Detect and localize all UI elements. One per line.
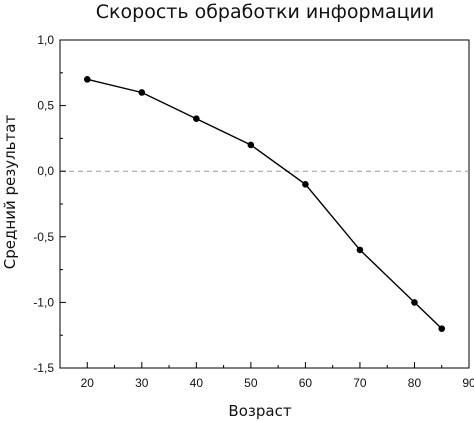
- y-tick-label: 0,0: [37, 164, 54, 178]
- x-tick-label: 40: [190, 376, 204, 390]
- x-tick-label: 30: [135, 376, 149, 390]
- data-point: [83, 76, 91, 83]
- data-point: [302, 181, 309, 188]
- x-axis-label: Возраст: [228, 402, 291, 420]
- data-point: [193, 115, 200, 123]
- plot-frame: [59, 39, 470, 369]
- x-tick-label: 50: [244, 376, 258, 390]
- x-axis: 20 30 40 50 60 70 80 90: [59, 362, 474, 390]
- data-point: [247, 141, 255, 149]
- chart-title: Скорость обработки информации: [96, 1, 434, 23]
- x-tick-label: 80: [408, 376, 422, 390]
- data-point: [138, 89, 146, 96]
- data-point: [356, 246, 364, 254]
- x-tick-label: 20: [81, 376, 95, 390]
- y-axis: 1,0 0,5 0,0 -0,5 -1,0 -1,5: [33, 33, 66, 375]
- y-tick-label: 1,0: [37, 33, 54, 47]
- data-point: [411, 299, 418, 306]
- x-tick-label: 70: [353, 376, 367, 390]
- x-tick-label: 90: [462, 376, 474, 390]
- y-axis-label: Средний результат: [1, 115, 19, 270]
- y-tick-label: -1,0: [33, 295, 54, 309]
- y-tick-label: -1,5: [33, 361, 54, 375]
- data-point: [438, 325, 446, 332]
- series-group: [83, 76, 446, 332]
- y-tick-label: -0,5: [33, 230, 54, 244]
- plot-border: [59, 39, 470, 369]
- x-tick-label: 60: [299, 376, 313, 390]
- series-line: [87, 78, 443, 330]
- y-tick-label: 0,5: [37, 99, 54, 113]
